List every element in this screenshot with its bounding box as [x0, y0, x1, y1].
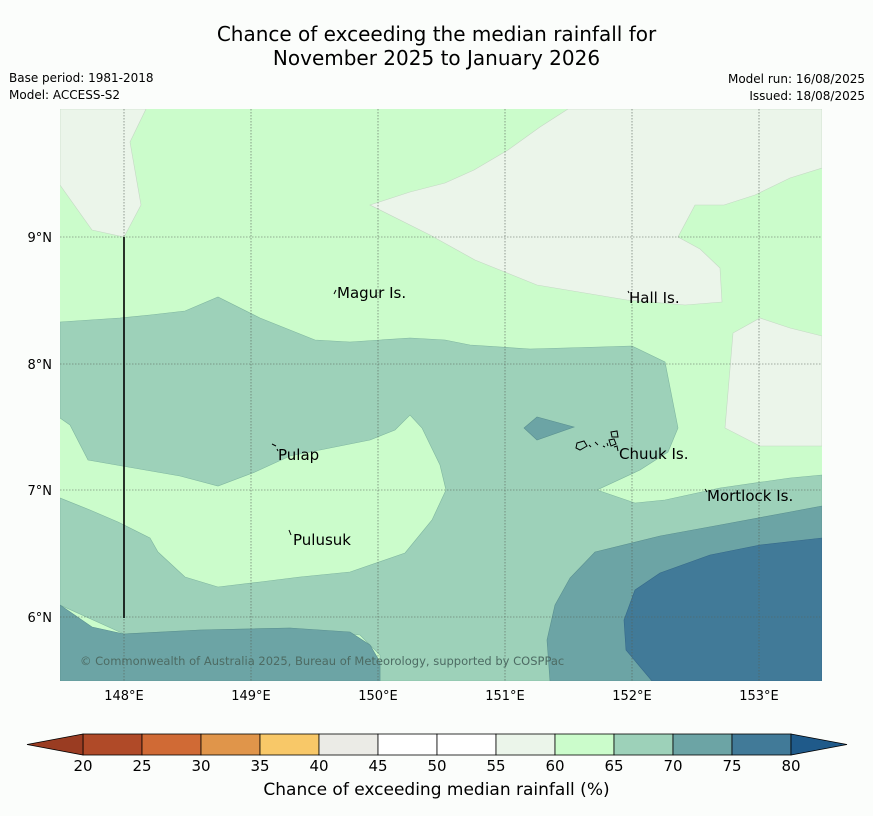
colorbar-tick-label: 25 — [132, 757, 151, 775]
island-hall — [627, 290, 630, 294]
colorbar-box — [200, 733, 261, 756]
island-mortlock — [704, 488, 708, 493]
colorbar-tick-label: 60 — [545, 757, 564, 775]
colorbar-box — [436, 733, 497, 756]
model-run: Model run: 16/08/2025 — [727, 72, 865, 86]
colorbar-tick-label: 40 — [309, 757, 328, 775]
colorbar-over-arrow — [790, 733, 848, 756]
colorbar-tick-label: 35 — [250, 757, 269, 775]
colorbar-box — [82, 733, 143, 756]
meta-left: Base period: 1981-2018 Model: ACCESS-S2 — [9, 70, 154, 104]
base-period: Base period: 1981-2018 — [9, 71, 154, 85]
colorbar-box — [495, 733, 556, 756]
colorbar-box — [554, 733, 615, 756]
lat-label-7: 7°N — [28, 484, 53, 499]
place-label-pulap: Pulap — [278, 446, 319, 464]
map: Magur Is. Hall Is. Pulap Chuuk Is. Mortl… — [28, 109, 822, 700]
colorbar-ticks: 20 25 30 35 40 45 50 55 60 65 70 75 80 — [73, 757, 800, 775]
island-outlines — [271, 289, 708, 536]
colorbar-tick-label: 30 — [191, 757, 210, 775]
island-chuuk-group — [575, 430, 619, 452]
model-name: Model: ACCESS-S2 — [9, 88, 121, 102]
island-magur — [333, 289, 337, 295]
lon-label-148: 148°E — [104, 689, 144, 700]
lat-label-8: 8°N — [28, 358, 53, 373]
colorbar-tick-label: 70 — [663, 757, 682, 775]
colorbar-tick-label: 80 — [781, 757, 800, 775]
title-line-1: Chance of exceeding the median rainfall … — [216, 22, 657, 46]
copyright-notice: © Commonwealth of Australia 2025, Bureau… — [80, 654, 564, 668]
lon-label-149: 149°E — [231, 689, 271, 700]
zone-55-60-northeast — [369, 109, 822, 306]
colorbar-tick-label: 75 — [722, 757, 741, 775]
island-pulap — [271, 443, 279, 452]
colorbar-box — [731, 733, 792, 756]
colorbar-tick-label: 20 — [73, 757, 92, 775]
zone-55-60-northwest — [60, 109, 147, 238]
zone-70-75-southwest — [60, 604, 381, 681]
place-label-mortlock: Mortlock Is. — [707, 487, 793, 505]
zone-55-60-east — [724, 317, 822, 447]
colorbar-under-arrow — [26, 733, 84, 756]
colorbar-box — [377, 733, 438, 756]
colorbar-box — [259, 733, 320, 756]
title-line-2: November 2025 to January 2026 — [272, 46, 601, 70]
colorbar-label: Chance of exceeding median rainfall (%) — [263, 780, 610, 800]
island-pulusuk — [288, 529, 292, 536]
lon-label-152: 152°E — [612, 689, 652, 700]
colorbar-box — [318, 733, 379, 756]
lon-label-151: 151°E — [485, 689, 525, 700]
map-area: Magur Is. Hall Is. Pulap Chuuk Is. Mortl… — [60, 109, 822, 681]
lat-label-6: 6°N — [28, 611, 53, 626]
place-label-pulusuk: Pulusuk — [293, 531, 351, 549]
colorbar-box — [672, 733, 733, 756]
colorbar-box — [141, 733, 202, 756]
colorbar-box — [613, 733, 674, 756]
issued-date: Issued: 18/08/2025 — [749, 89, 865, 103]
zone-70-75-chuuk-lagoon — [523, 416, 576, 441]
zone-75-80-southeast — [623, 537, 822, 681]
colorbar-tick-label: 45 — [368, 757, 387, 775]
colorbar-tick-label: 50 — [427, 757, 446, 775]
map-title: Chance of exceeding the median rainfall … — [0, 22, 873, 70]
place-label-chuuk: Chuuk Is. — [619, 445, 688, 463]
colorbar-boxes — [82, 733, 792, 756]
lon-label-150: 150°E — [358, 689, 398, 700]
place-label-hall: Hall Is. — [629, 289, 680, 307]
lat-label-9: 9°N — [28, 231, 53, 246]
lon-label-153: 153°E — [739, 689, 779, 700]
meta-right: Model run: 16/08/2025 Issued: 18/08/2025 — [728, 71, 865, 105]
colorbar-tick-label: 65 — [604, 757, 623, 775]
colorbar-tick-label: 55 — [486, 757, 505, 775]
place-label-magur: Magur Is. — [337, 284, 406, 302]
